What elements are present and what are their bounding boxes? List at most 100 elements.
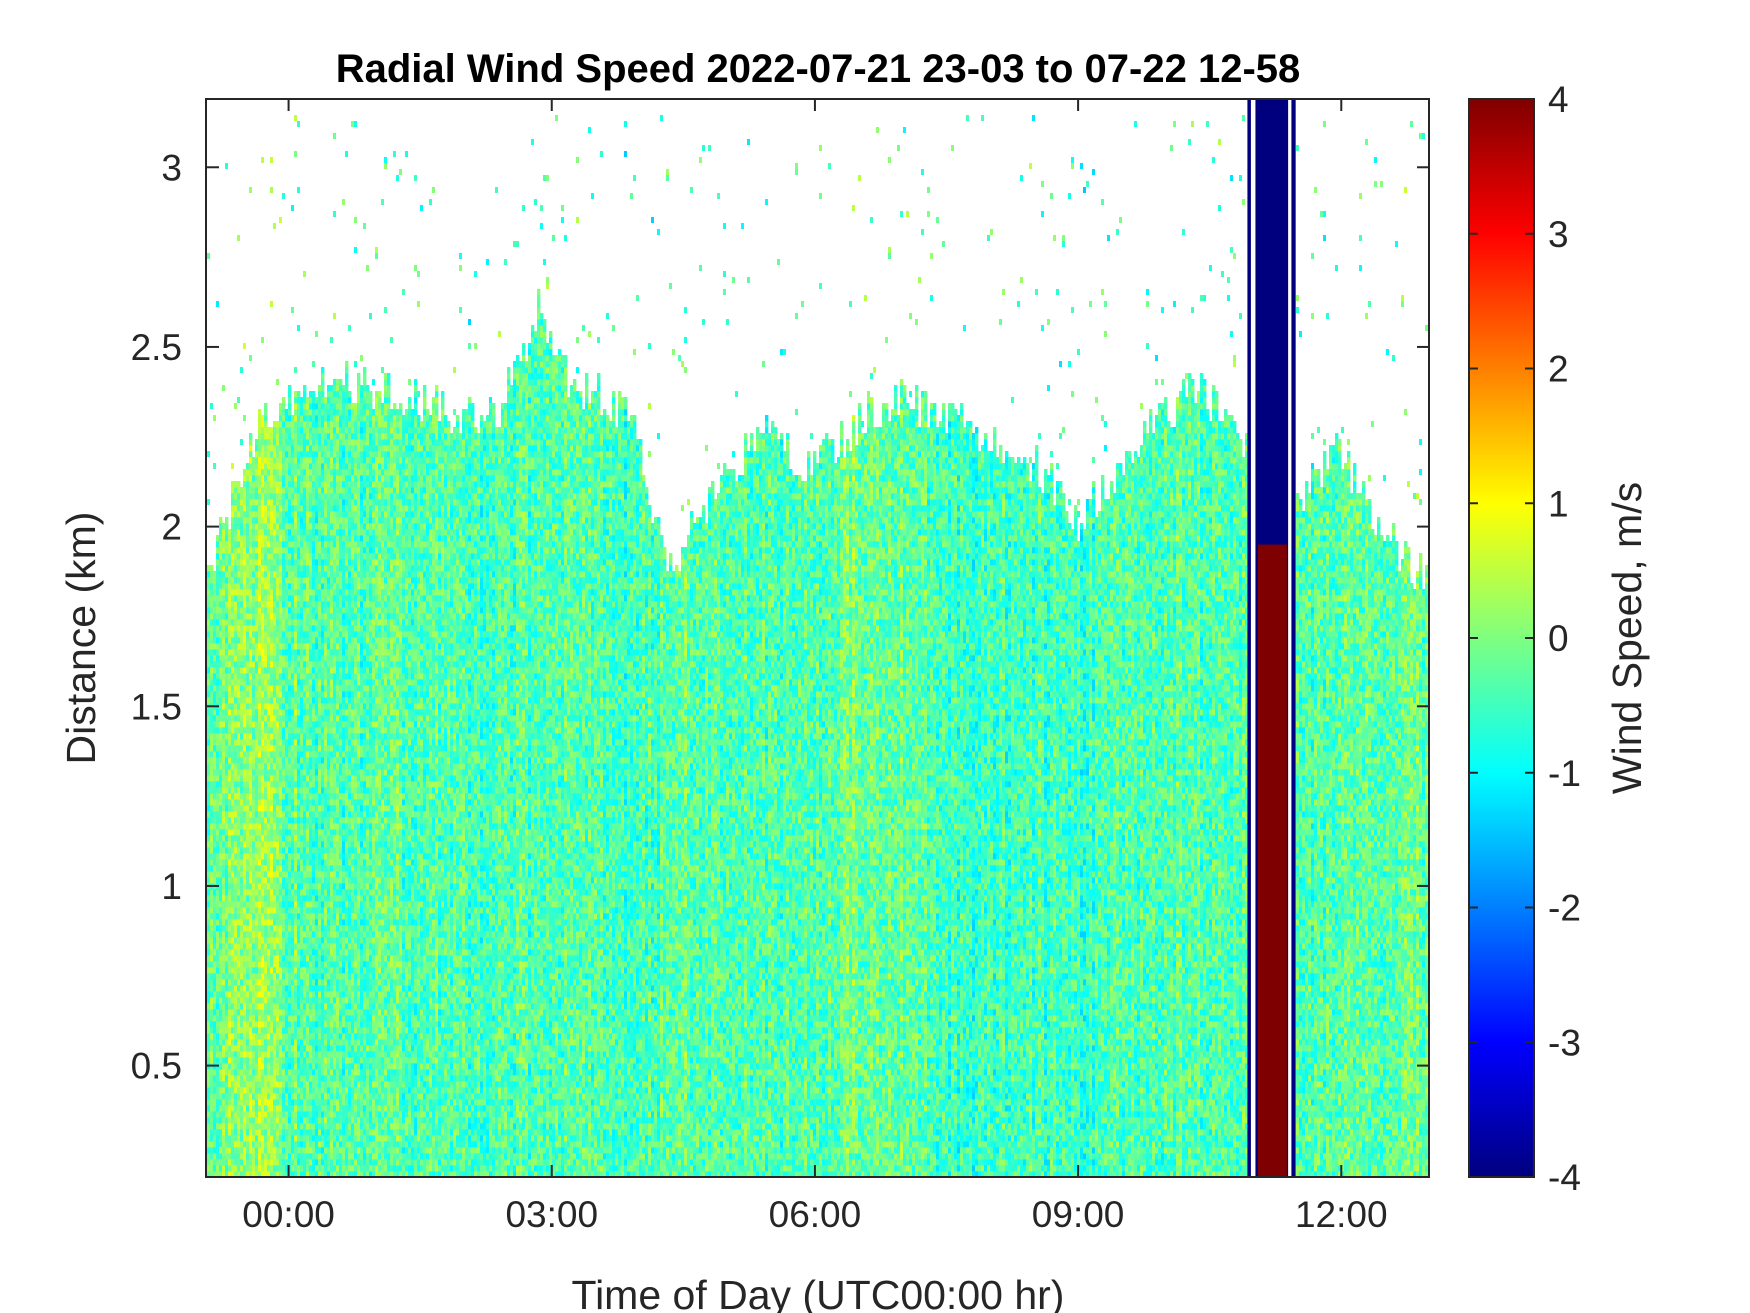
heatmap-column (1113, 493, 1116, 1177)
heatmap-column (1383, 475, 1386, 1177)
y-axis-label: Distance (km) (58, 512, 104, 765)
heatmap-column (1407, 481, 1410, 1177)
heatmap-column (462, 409, 465, 1177)
heatmap-column (447, 421, 450, 1177)
heatmap-column (1350, 493, 1353, 1177)
heatmap-column (1200, 295, 1203, 1177)
heatmap-column (939, 421, 942, 1177)
heatmap-column (663, 547, 666, 1177)
heatmap-column (954, 409, 957, 1177)
y-tick-label: 1 (161, 866, 182, 907)
heatmap-column (471, 403, 474, 1177)
heatmap-column (834, 463, 837, 1177)
heatmap-column (1197, 391, 1200, 1177)
heatmap-column (735, 391, 738, 1177)
heatmap-column (924, 391, 927, 1177)
heatmap-column (1143, 421, 1146, 1177)
heatmap-column (948, 403, 951, 1177)
heatmap-column (1152, 433, 1155, 1177)
heatmap-column (492, 403, 495, 1177)
heatmap-column (234, 403, 237, 1177)
chart-title: Radial Wind Speed 2022-07-21 23-03 to 07… (336, 47, 1301, 91)
heatmap-column (729, 469, 732, 1177)
heatmap-column (891, 409, 894, 1177)
heatmap-column (552, 235, 555, 1177)
heatmap-column (753, 451, 756, 1177)
heatmap-column (846, 439, 849, 1177)
heatmap-column (975, 427, 978, 1177)
heatmap-column (780, 349, 783, 1177)
heatmap-column (1236, 433, 1239, 1177)
heatmap-column (816, 463, 819, 1177)
heatmap-column (1338, 439, 1341, 1177)
heatmap-column (1158, 403, 1161, 1177)
heatmap-column (768, 433, 771, 1177)
heatmap-column (594, 391, 597, 1177)
heatmap-column (999, 319, 1002, 1177)
heatmap-column (615, 427, 618, 1177)
heatmap-column (522, 205, 525, 1177)
heatmap-column (264, 403, 267, 1177)
colorbar-label: Wind Speed, m/s (1604, 482, 1650, 794)
colorbar-tick-label: -4 (1548, 1157, 1581, 1198)
heatmap-plot-area (207, 99, 1431, 1177)
heatmap-column (957, 415, 960, 1177)
heatmap-column (480, 415, 483, 1177)
heatmap-column (1398, 571, 1401, 1177)
heatmap-column (909, 313, 912, 1177)
heatmap-column (324, 397, 327, 1177)
x-tick-label: 06:00 (769, 1194, 862, 1235)
heatmap-column (318, 385, 321, 1177)
heatmap-column (1137, 457, 1140, 1177)
heatmap-column (567, 397, 570, 1177)
heatmap-column (453, 367, 456, 1177)
heatmap-column (267, 427, 270, 1177)
heatmap-column (606, 313, 609, 1177)
heatmap-column (756, 427, 759, 1177)
colorbar-tick-label: -1 (1548, 753, 1581, 794)
heatmap-column (1071, 157, 1074, 1177)
heatmap-column (528, 343, 531, 1177)
heatmap-column (426, 409, 429, 1177)
colorbar-tick-label: -2 (1548, 888, 1581, 929)
heatmap-column (468, 319, 471, 1177)
heatmap-column (1011, 397, 1014, 1177)
colorbar-tick-label: 3 (1548, 214, 1569, 255)
heatmap-column (1194, 403, 1197, 1177)
heatmap-column (1308, 493, 1311, 1177)
heatmap-column (1128, 451, 1131, 1177)
heatmap-column (825, 433, 828, 1177)
heatmap-column (336, 379, 339, 1177)
heatmap-column (510, 385, 513, 1177)
heatmap-column (675, 565, 678, 1177)
heatmap-column (1131, 463, 1134, 1177)
heatmap-column (525, 361, 528, 1177)
heatmap-column (339, 379, 342, 1177)
heatmap-column (1161, 307, 1164, 1177)
heatmap-column (963, 325, 966, 1177)
heatmap-column (840, 421, 843, 1177)
colorbar-tick-label: 0 (1548, 618, 1569, 659)
heatmap-column (573, 379, 576, 1177)
heatmap-column (1179, 391, 1182, 1177)
heatmap-column (972, 433, 975, 1177)
heatmap-column (1389, 541, 1392, 1177)
heatmap-column (1122, 475, 1125, 1177)
heatmap-column (1014, 463, 1017, 1177)
heatmap-column (1008, 457, 1011, 1177)
heatmap-column (534, 199, 537, 1177)
heatmap-column (798, 475, 801, 1177)
heatmap-column (696, 517, 699, 1177)
heatmap-column (603, 409, 606, 1177)
heatmap-column (465, 409, 468, 1177)
heatmap-column (306, 397, 309, 1177)
heatmap-column (1413, 493, 1416, 1177)
heatmap-column (369, 313, 372, 1177)
heatmap-column (1302, 511, 1305, 1177)
heatmap-column (996, 457, 999, 1177)
heatmap-column (1038, 433, 1041, 1177)
heatmap-column (246, 463, 249, 1177)
heatmap-column (519, 361, 522, 1177)
heatmap-column (438, 421, 441, 1177)
